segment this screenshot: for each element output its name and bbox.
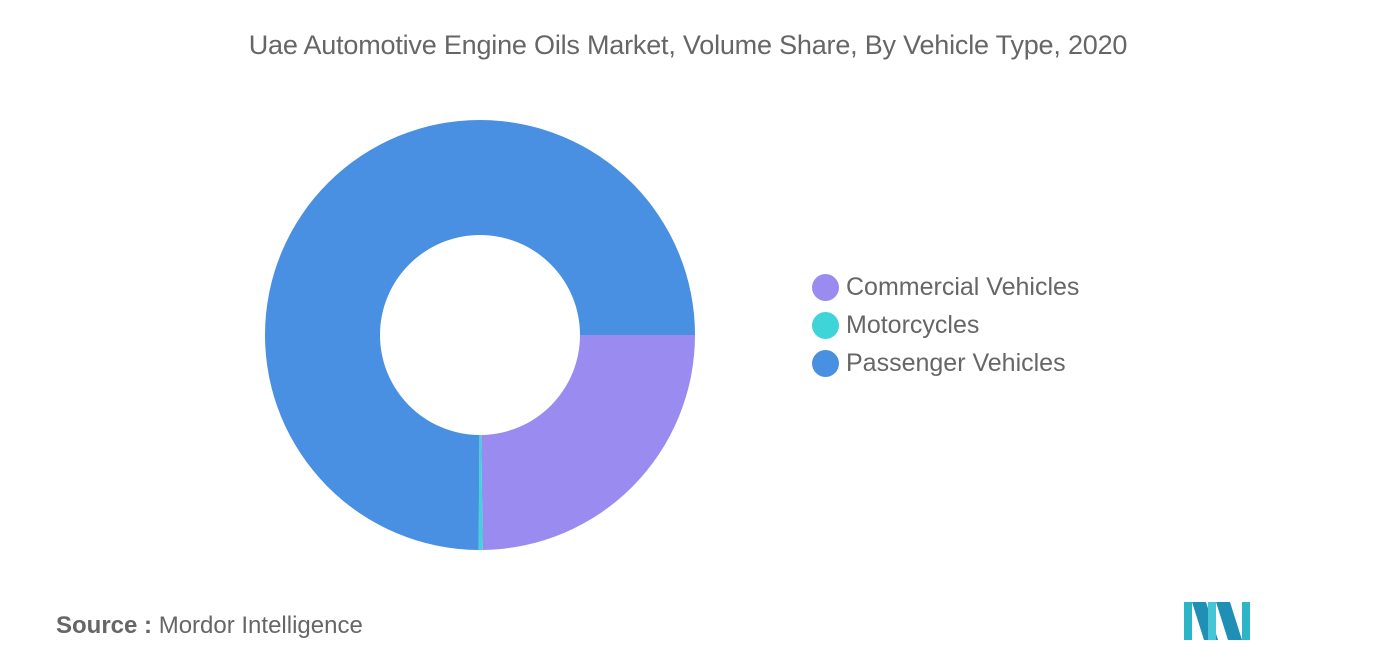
source-value: Mordor Intelligence: [158, 612, 363, 639]
legend-marker-passenger-vehicles: [812, 349, 839, 377]
chart-legend: Commercial Vehicles Motorcycles Passenge…: [812, 268, 1079, 382]
legend-label-passenger-vehicles: Passenger Vehicles: [846, 348, 1066, 377]
legend-item-motorcycles[interactable]: Motorcycles: [812, 306, 1079, 344]
donut-slice-commercial-vehicles[interactable]: [481, 335, 695, 550]
donut-slice-motorcycles[interactable]: [478, 434, 483, 550]
source-label: Source :: [56, 612, 153, 639]
legend-item-commercial-vehicles[interactable]: Commercial Vehicles: [812, 268, 1079, 306]
legend-label-motorcycles: Motorcycles: [846, 310, 980, 339]
source-note: Source : Mordor Intelligence: [56, 612, 363, 640]
donut-slice-passenger-vehicles[interactable]: [264, 119, 695, 550]
legend-item-passenger-vehicles[interactable]: Passenger Vehicles: [812, 344, 1079, 382]
legend-marker-commercial-vehicles: [812, 273, 839, 301]
legend-marker-motorcycles: [812, 311, 839, 339]
legend-label-commercial-vehicles: Commercial Vehicles: [846, 272, 1080, 301]
chart-title: Uae Automotive Engine Oils Market, Volum…: [248, 30, 1128, 60]
mordor-intelligence-logo-icon: [1184, 602, 1250, 640]
